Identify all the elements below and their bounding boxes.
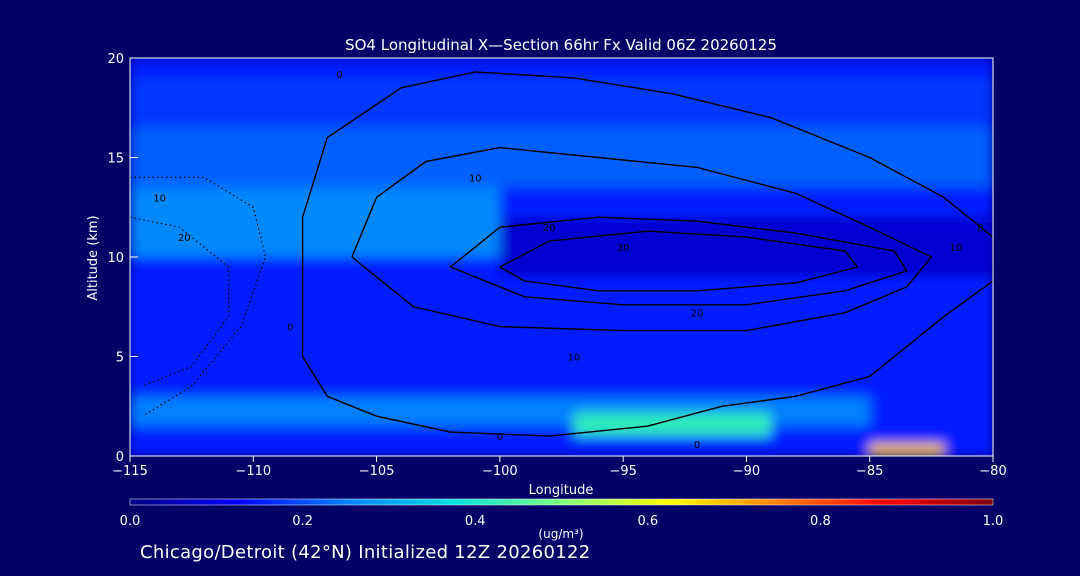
x-axis: −115 −110 −105 −100 −95 −90 −85 −80 [112,456,1007,479]
contour-label-5: 10 [567,353,580,364]
contour-label-8: 0 [694,440,700,451]
contour-label-4: 20 [691,309,704,320]
x-tick-label: −90 [733,464,760,479]
contour-line-0 [301,71,993,437]
y-tick-label: 15 [107,152,124,167]
contour-label-0: 0 [336,70,342,81]
colorbar-tick-label: 0.4 [465,514,486,529]
x-tick-label: −80 [979,464,1006,479]
contour-label-6: 0 [287,323,293,334]
colorbar-tick-label: 0.0 [120,514,141,529]
colorbar-strip [129,498,994,506]
colorbar-units: (ug/m³) [538,527,583,541]
x-tick-label: −100 [482,464,518,479]
y-axis: 0 5 10 15 20 [107,52,138,465]
contour-line-2 [450,216,908,306]
contour-line-3 [499,230,859,292]
colorbar-tick-label: 0.8 [810,514,831,529]
colorbar-ticks: 0.0 0.2 0.4 0.6 0.8 1.0 [120,514,1004,529]
plot-area: 0 10 20 30 20 10 0 0 0 10 0 10 20 [129,57,994,457]
chart-title: SO4 Longitudinal X—Section 66hr Fx Valid… [345,36,777,54]
y-axis-label: Altitude (km) [86,215,101,300]
contour-line-1 [351,146,933,332]
contour-line-5 [130,216,230,387]
x-tick-label: −85 [856,464,883,479]
y-tick-label: 10 [107,251,124,266]
fill-band-2 [130,127,993,188]
footer-caption: Chicago/Detroit (42°N) Initialized 12Z 2… [140,542,591,563]
colorbar-tick-label: 0.2 [292,514,313,529]
colorbar-tick-label: 1.0 [983,514,1004,529]
fill-band-1 [130,77,993,128]
contour-label-9: 10 [950,243,963,254]
fill-band-3 [130,187,500,257]
fill-band-4 [499,217,993,277]
fill-band-6 [573,412,772,437]
contour-labels: 0 10 20 30 20 10 0 0 0 10 0 10 20 [153,70,984,451]
colorbar-tick-label: 0.6 [637,514,658,529]
x-tick-label: −105 [359,464,395,479]
contour-label-1: 10 [469,173,482,184]
contour-line-4 [130,176,267,417]
contour-lines [130,71,993,437]
contour-label-10: 0 [977,223,983,234]
fill-band-7 [869,444,944,456]
x-axis-label: Longitude [529,483,594,498]
x-tick-label: −115 [112,464,148,479]
contour-label-3: 30 [617,243,630,254]
x-tick-label: −110 [235,464,271,479]
contour-label-11: 10 [153,193,166,204]
y-tick-label: 5 [116,351,124,366]
colorbar: 0.0 0.2 0.4 0.6 0.8 1.0 (ug/m³) [120,498,1004,541]
y-tick-label: 0 [116,450,124,465]
contour-label-2: 20 [543,223,556,234]
contour-label-7: 0 [497,432,503,443]
concentration-fill [130,58,993,456]
contour-label-12: 20 [178,233,191,244]
x-tick-label: −95 [609,464,636,479]
y-tick-label: 20 [107,52,124,67]
